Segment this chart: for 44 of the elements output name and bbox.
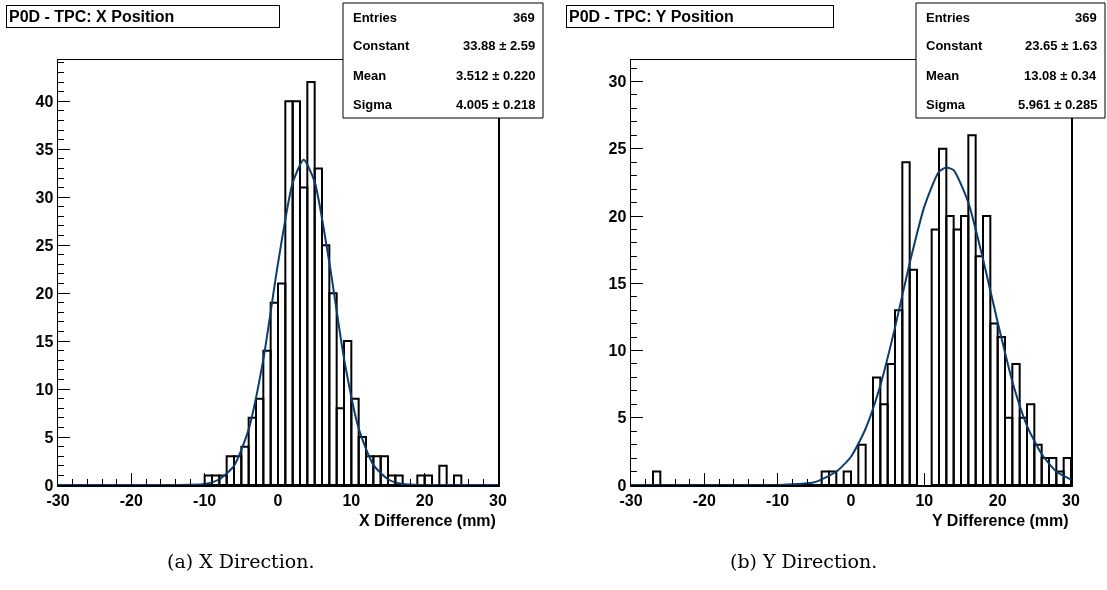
text: (a) X Direction. — [167, 550, 315, 572]
text: (b) Y Direction. — [730, 550, 878, 572]
x-tick-label: 10 — [342, 491, 361, 509]
x-tick-label: 0 — [273, 491, 283, 509]
x-axis-title: X Difference (mm) — [359, 512, 496, 529]
y-tick-label: 40 — [35, 92, 54, 110]
x-tick-label: -10 — [193, 491, 217, 509]
chart-title: P0D - TPC: Y Position — [569, 8, 734, 25]
y-tick-label: 5 — [44, 428, 54, 446]
x-axis-title: Y Difference (mm) — [932, 512, 1069, 529]
text: Sigma 5.961 ± 0.285 — [926, 97, 1098, 112]
x-tick-label: 20 — [988, 491, 1007, 509]
text: Entries 369 — [926, 10, 1097, 25]
x-tick-label: 30 — [489, 491, 507, 509]
x-tick-label: 30 — [1062, 491, 1080, 509]
x-tick-label: 10 — [915, 491, 934, 509]
text: Entries 369 — [353, 10, 535, 25]
text: Constant 33.88 ± 2.59 — [353, 38, 536, 53]
x-tick-label: -30 — [619, 491, 643, 509]
y-tick-label: 30 — [608, 73, 627, 91]
y-tick-label: 25 — [608, 140, 627, 158]
y-tick-label: 35 — [35, 140, 54, 158]
text: Mean 3.512 ± 0.220 — [353, 68, 536, 83]
y-tick-label: 10 — [608, 342, 627, 360]
y-tick-label: 5 — [617, 409, 627, 427]
y-tick-label: 20 — [35, 284, 54, 302]
chart-title: P0D - TPC: X Position — [9, 8, 175, 25]
x-tick-label: -30 — [46, 491, 70, 509]
text: Mean 13.08 ± 0.34 — [926, 68, 1097, 83]
x-tick-label: -20 — [119, 491, 143, 509]
y-tick-label: 30 — [35, 188, 54, 206]
y-tick-label: 10 — [35, 380, 54, 398]
x-tick-label: 20 — [415, 491, 434, 509]
y-tick-label: 25 — [35, 236, 54, 254]
x-tick-label: -20 — [692, 491, 716, 509]
x-tick-label: 0 — [846, 491, 856, 509]
y-tick-label: 0 — [617, 476, 627, 494]
text: Sigma 4.005 ± 0.218 — [353, 97, 536, 112]
y-tick-label: 0 — [44, 476, 54, 494]
y-tick-label: 15 — [35, 332, 54, 350]
text: Constant 23.65 ± 1.63 — [926, 38, 1098, 53]
y-tick-label: 15 — [608, 274, 627, 292]
x-tick-label: -10 — [766, 491, 790, 509]
y-tick-label: 20 — [608, 207, 627, 225]
